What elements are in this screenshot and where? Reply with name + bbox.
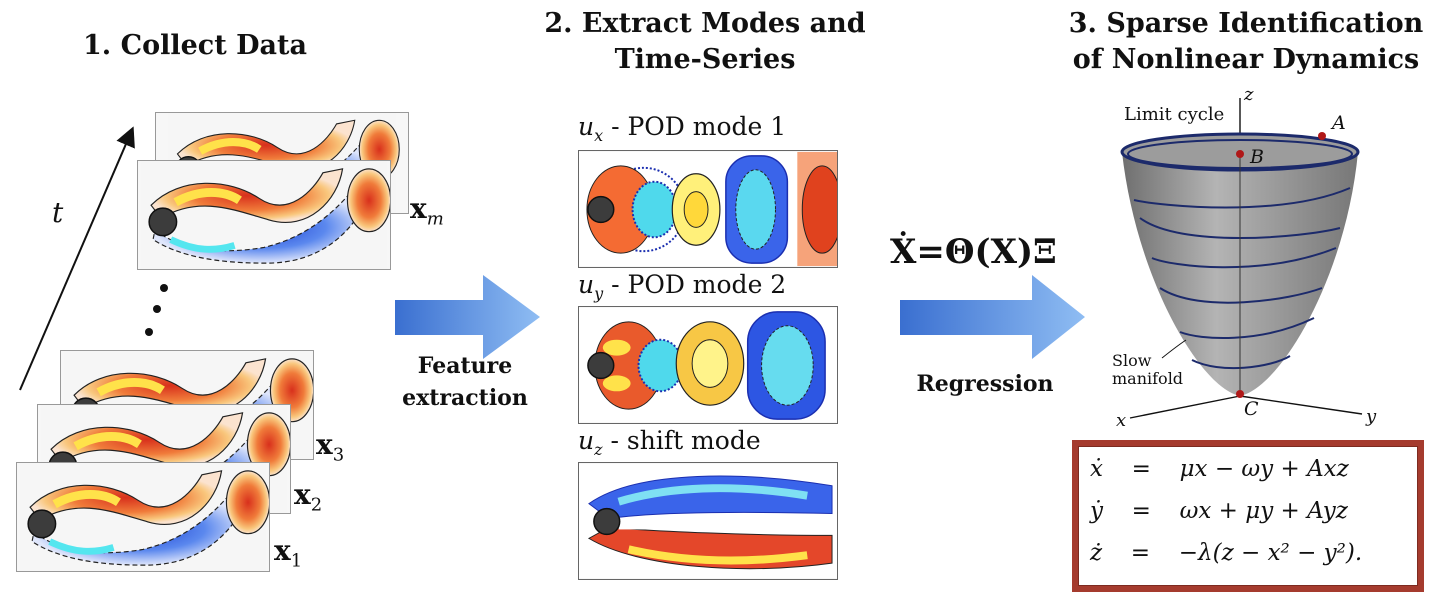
step2-title: 2. Extract Modes and Time-Series bbox=[544, 8, 866, 75]
equation-row-y: ẏ = ωx + μy + Ayz bbox=[1090, 498, 1348, 524]
point-b-label: B bbox=[1250, 146, 1264, 168]
step3-title: 3. Sparse Identification of Nonlinear Dy… bbox=[1068, 8, 1424, 75]
mode-title-3: uz - shift mode bbox=[578, 426, 761, 459]
snapshot-label-1: x1 bbox=[274, 534, 303, 572]
equation-box: ẋ = μx − ωy + Axz ẏ = ωx + μy + Ayz ż = … bbox=[1072, 440, 1424, 592]
regression-arrow bbox=[900, 275, 1085, 359]
regression-label: Regression bbox=[916, 371, 1054, 397]
ellipsis-dots bbox=[145, 284, 168, 336]
snapshot-1 bbox=[16, 462, 270, 572]
point-a-label: A bbox=[1332, 112, 1346, 134]
snapshot-label-2: x2 bbox=[294, 478, 323, 516]
step1-title: 1. Collect Data bbox=[83, 30, 307, 61]
snapshot-m bbox=[137, 160, 391, 270]
pod-mode-1-plot bbox=[578, 150, 838, 268]
mode-title-1: ux - POD mode 1 bbox=[578, 112, 787, 145]
pod-mode-2-plot bbox=[578, 306, 838, 424]
slow-manifold-label: Slow manifold bbox=[1112, 351, 1184, 388]
z-axis-label: z bbox=[1244, 84, 1254, 105]
paraboloid-plot bbox=[1120, 98, 1363, 419]
point-c-label: C bbox=[1244, 398, 1259, 420]
snapshot-label-3: x3 bbox=[316, 428, 345, 466]
sindy-equation: Ẋ=Θ(X)Ξ bbox=[890, 232, 1057, 272]
limit-cycle-label: Limit cycle bbox=[1124, 104, 1225, 125]
equation-row-x: ẋ = μx − ωy + Axz bbox=[1090, 456, 1349, 482]
shift-mode-plot bbox=[578, 462, 838, 580]
mode-title-2: uy - POD mode 2 bbox=[578, 270, 787, 303]
feature-extraction-label: Feature extraction bbox=[402, 353, 528, 411]
snapshot-label-m: xm bbox=[410, 192, 444, 230]
feature-extraction-arrow bbox=[395, 275, 540, 359]
time-axis-arrow bbox=[19, 126, 135, 391]
time-label: t bbox=[52, 196, 64, 229]
x-axis-label: x bbox=[1116, 410, 1127, 431]
equation-row-z: ż = −λ(z − x² − y²). bbox=[1090, 540, 1363, 566]
y-axis-label: y bbox=[1366, 406, 1377, 427]
